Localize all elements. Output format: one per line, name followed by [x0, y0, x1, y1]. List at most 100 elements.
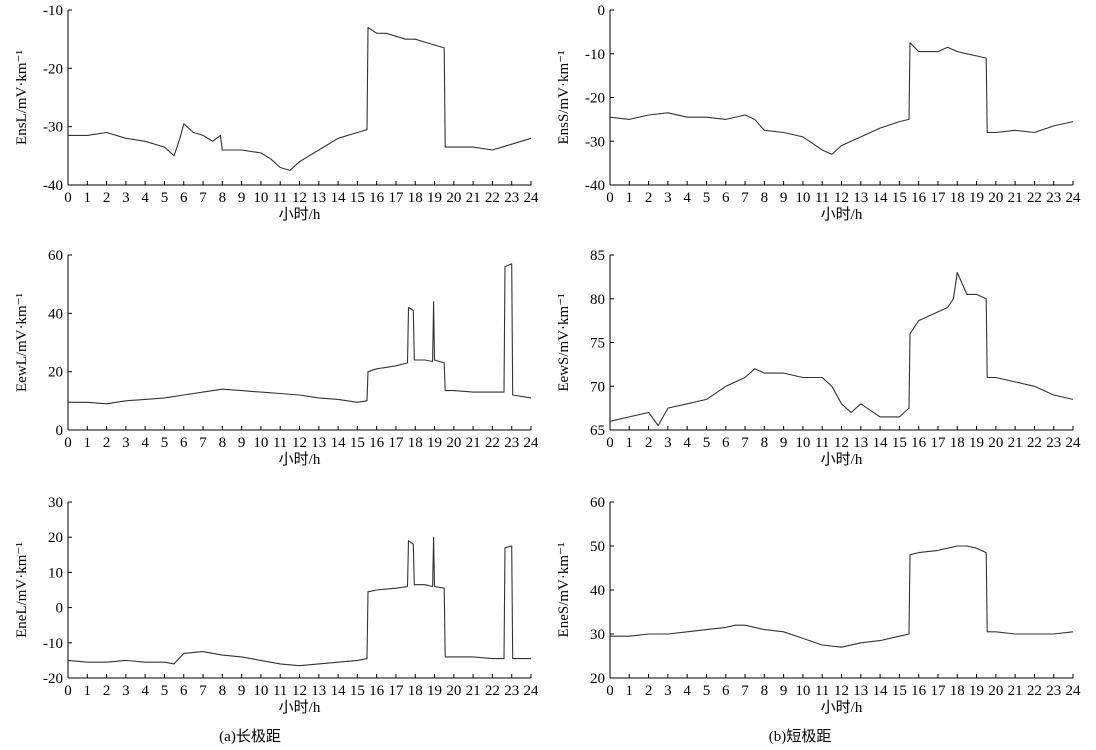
x-tick-label: 24	[524, 683, 540, 699]
x-tick-label: 15	[350, 435, 365, 451]
x-tick-label: 23	[1046, 190, 1061, 206]
y-tick-label: 20	[48, 365, 63, 381]
x-tick-label: 14	[873, 435, 889, 451]
x-tick-label: 11	[815, 435, 829, 451]
x-tick-label: 17	[388, 190, 404, 206]
y-tick-label: 0	[56, 601, 64, 617]
x-tick-label: 6	[180, 435, 188, 451]
x-tick-label: 9	[780, 683, 788, 699]
x-tick-label: 7	[199, 435, 207, 451]
x-tick-label: 17	[930, 683, 946, 699]
y-axis-label: EewL/mV·km⁻¹	[14, 293, 30, 392]
y-tick-label: -10	[43, 636, 63, 652]
x-tick-label: 19	[969, 683, 984, 699]
x-tick-label: 9	[780, 435, 788, 451]
x-tick-label: 3	[122, 683, 130, 699]
x-axis-label: 小时/h	[279, 451, 321, 468]
x-tick-label: 16	[911, 435, 927, 451]
x-tick-label: 14	[331, 190, 347, 206]
x-tick-label: 2	[645, 683, 653, 699]
series-line-1	[609, 271, 1074, 427]
x-tick-label: 12	[292, 190, 307, 206]
x-tick-label: 1	[84, 190, 92, 206]
x-tick-label: 15	[892, 190, 907, 206]
series-line-1	[68, 263, 532, 405]
x-tick-label: 7	[741, 190, 749, 206]
x-tick-label: 20	[446, 683, 461, 699]
x-tick-label: 11	[273, 683, 287, 699]
x-tick-label: 20	[988, 190, 1003, 206]
x-tick-label: 10	[253, 683, 268, 699]
y-axis-label: EnsL/mV·km⁻¹	[14, 50, 30, 145]
x-tick-label: 21	[466, 435, 481, 451]
x-tick-label: 23	[504, 190, 519, 206]
x-tick-label: 7	[741, 683, 749, 699]
x-tick-label: 6	[180, 190, 188, 206]
x-tick-label: 18	[408, 435, 423, 451]
chart-panel-4: 0 1 2 3 4 5 6 7 8 9 10 11 12 13 14 15 16 17 18 19 20 21 22 23 24…	[556, 3, 1081, 223]
x-tick-label: 9	[238, 435, 246, 451]
series-line-1	[610, 545, 1074, 648]
y-axis-label: EneL/mV·km⁻¹	[14, 542, 30, 638]
x-tick-label: 8	[219, 190, 227, 206]
x-tick-label: 16	[369, 683, 385, 699]
y-axis-label: EneS/mV·km⁻¹	[556, 543, 572, 638]
x-tick-label: 3	[664, 683, 672, 699]
x-tick-label: 0	[64, 683, 72, 699]
y-tick-label: 65	[590, 423, 605, 439]
x-tick-label: 16	[369, 190, 385, 206]
x-tick-label: 16	[911, 190, 927, 206]
x-tick-label: 3	[122, 190, 130, 206]
y-tick-label: 20	[48, 530, 63, 546]
x-tick-label: 5	[703, 190, 711, 206]
x-tick-label: 10	[795, 435, 810, 451]
y-axis-label: EewS/mV·km⁻¹	[556, 293, 572, 391]
x-axis-label: 小时/h	[821, 451, 863, 468]
chart-panel-1: 0 1 2 3 4 5 6 7 8 9 10 11 12 13 14 15 16 17 18 19 20 21 22 23 24…	[14, 3, 539, 223]
series-line-1	[68, 26, 532, 171]
x-tick-label: 0	[64, 435, 72, 451]
x-tick-label: 2	[103, 683, 111, 699]
x-tick-label: 18	[950, 683, 965, 699]
x-tick-label: 0	[606, 190, 614, 206]
x-tick-label: 11	[815, 683, 829, 699]
chart-panel-2: 0 1 2 3 4 5 6 7 8 9 10 11 12 13 14 15 16 17 18 19 20 21 22 23 24…	[14, 248, 539, 468]
y-tick-label: 75	[590, 336, 605, 352]
x-tick-label: 22	[1027, 435, 1042, 451]
x-tick-label: 11	[273, 435, 287, 451]
y-tick-label: 40	[48, 306, 63, 322]
x-tick-label: 9	[238, 683, 246, 699]
y-tick-label: -30	[43, 120, 63, 136]
x-tick-label: 21	[1008, 683, 1023, 699]
x-tick-label: 0	[64, 190, 72, 206]
x-tick-label: 20	[446, 435, 461, 451]
x-tick-label: 8	[761, 683, 769, 699]
x-tick-label: 21	[1008, 435, 1023, 451]
x-tick-label: 8	[219, 683, 227, 699]
x-tick-label: 23	[1046, 435, 1061, 451]
y-tick-label: 10	[48, 565, 63, 581]
y-tick-label: 80	[590, 292, 605, 308]
y-tick-label: 60	[590, 495, 605, 511]
y-tick-label: -10	[43, 3, 63, 19]
x-tick-label: 7	[741, 435, 749, 451]
x-tick-label: 2	[645, 190, 653, 206]
x-tick-label: 13	[853, 435, 868, 451]
y-tick-label: 20	[590, 671, 605, 687]
x-tick-label: 0	[606, 683, 614, 699]
chart-panel-3: 0 1 2 3 4 5 6 7 8 9 10 11 12 13 14 15 16 17 18 19 20 21 22 23 24…	[14, 495, 539, 716]
y-tick-label: 0	[598, 3, 606, 19]
x-tick-label: 21	[466, 683, 481, 699]
x-tick-label: 14	[873, 683, 889, 699]
x-tick-label: 13	[311, 435, 326, 451]
x-tick-label: 19	[427, 190, 442, 206]
x-tick-label: 14	[331, 435, 347, 451]
x-tick-label: 23	[504, 683, 519, 699]
x-tick-label: 15	[350, 683, 365, 699]
x-axis-label: 小时/h	[279, 206, 321, 223]
x-tick-label: 9	[780, 190, 788, 206]
x-tick-label: 1	[84, 683, 92, 699]
x-tick-label: 5	[161, 683, 169, 699]
y-tick-label: 70	[590, 379, 605, 395]
x-axis-label: 小时/h	[279, 699, 321, 716]
